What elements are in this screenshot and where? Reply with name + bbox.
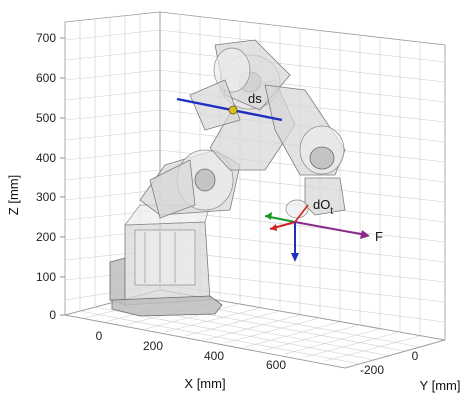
ds-label: ds xyxy=(248,91,262,106)
z-tick-label: 0 xyxy=(49,308,56,322)
robot-base xyxy=(109,204,223,317)
z-tick-label: 300 xyxy=(36,190,56,204)
force-vector xyxy=(294,221,370,239)
y-tick-label: -200 xyxy=(360,363,384,377)
z-tick-label: 200 xyxy=(36,230,56,244)
z-tick-label: 100 xyxy=(36,270,56,284)
y-axis-label: Y [mm] xyxy=(420,378,461,393)
z-tick-label: 600 xyxy=(36,71,56,85)
x-tick-label: 0 xyxy=(96,329,103,343)
x-tick-label: 400 xyxy=(204,349,224,363)
ds-vector xyxy=(176,97,283,122)
robot-forearm xyxy=(264,84,346,219)
z-tick-label: 400 xyxy=(36,151,56,165)
x-tick-label: 200 xyxy=(143,339,163,353)
robot-lower-arm xyxy=(139,149,241,219)
x-axis-label: X [mm] xyxy=(184,376,225,391)
z-tick-label: 500 xyxy=(36,111,56,125)
tool-frame xyxy=(264,204,309,262)
z-axis-ticks: 700 600 500 400 300 200 100 0 xyxy=(36,31,65,322)
x-axis-ticks: 0 200 400 600 xyxy=(96,329,287,372)
dOt-label: dOt xyxy=(313,197,333,217)
y-tick-label: 0 xyxy=(412,349,419,363)
robot-upper-arm xyxy=(189,39,296,171)
z-axis-label: Z [mm] xyxy=(6,175,21,215)
z-tick-label: 700 xyxy=(36,31,56,45)
y-axis-ticks: -200 0 xyxy=(360,349,419,377)
x-tick-label: 600 xyxy=(266,358,286,372)
force-label: F xyxy=(375,229,383,244)
